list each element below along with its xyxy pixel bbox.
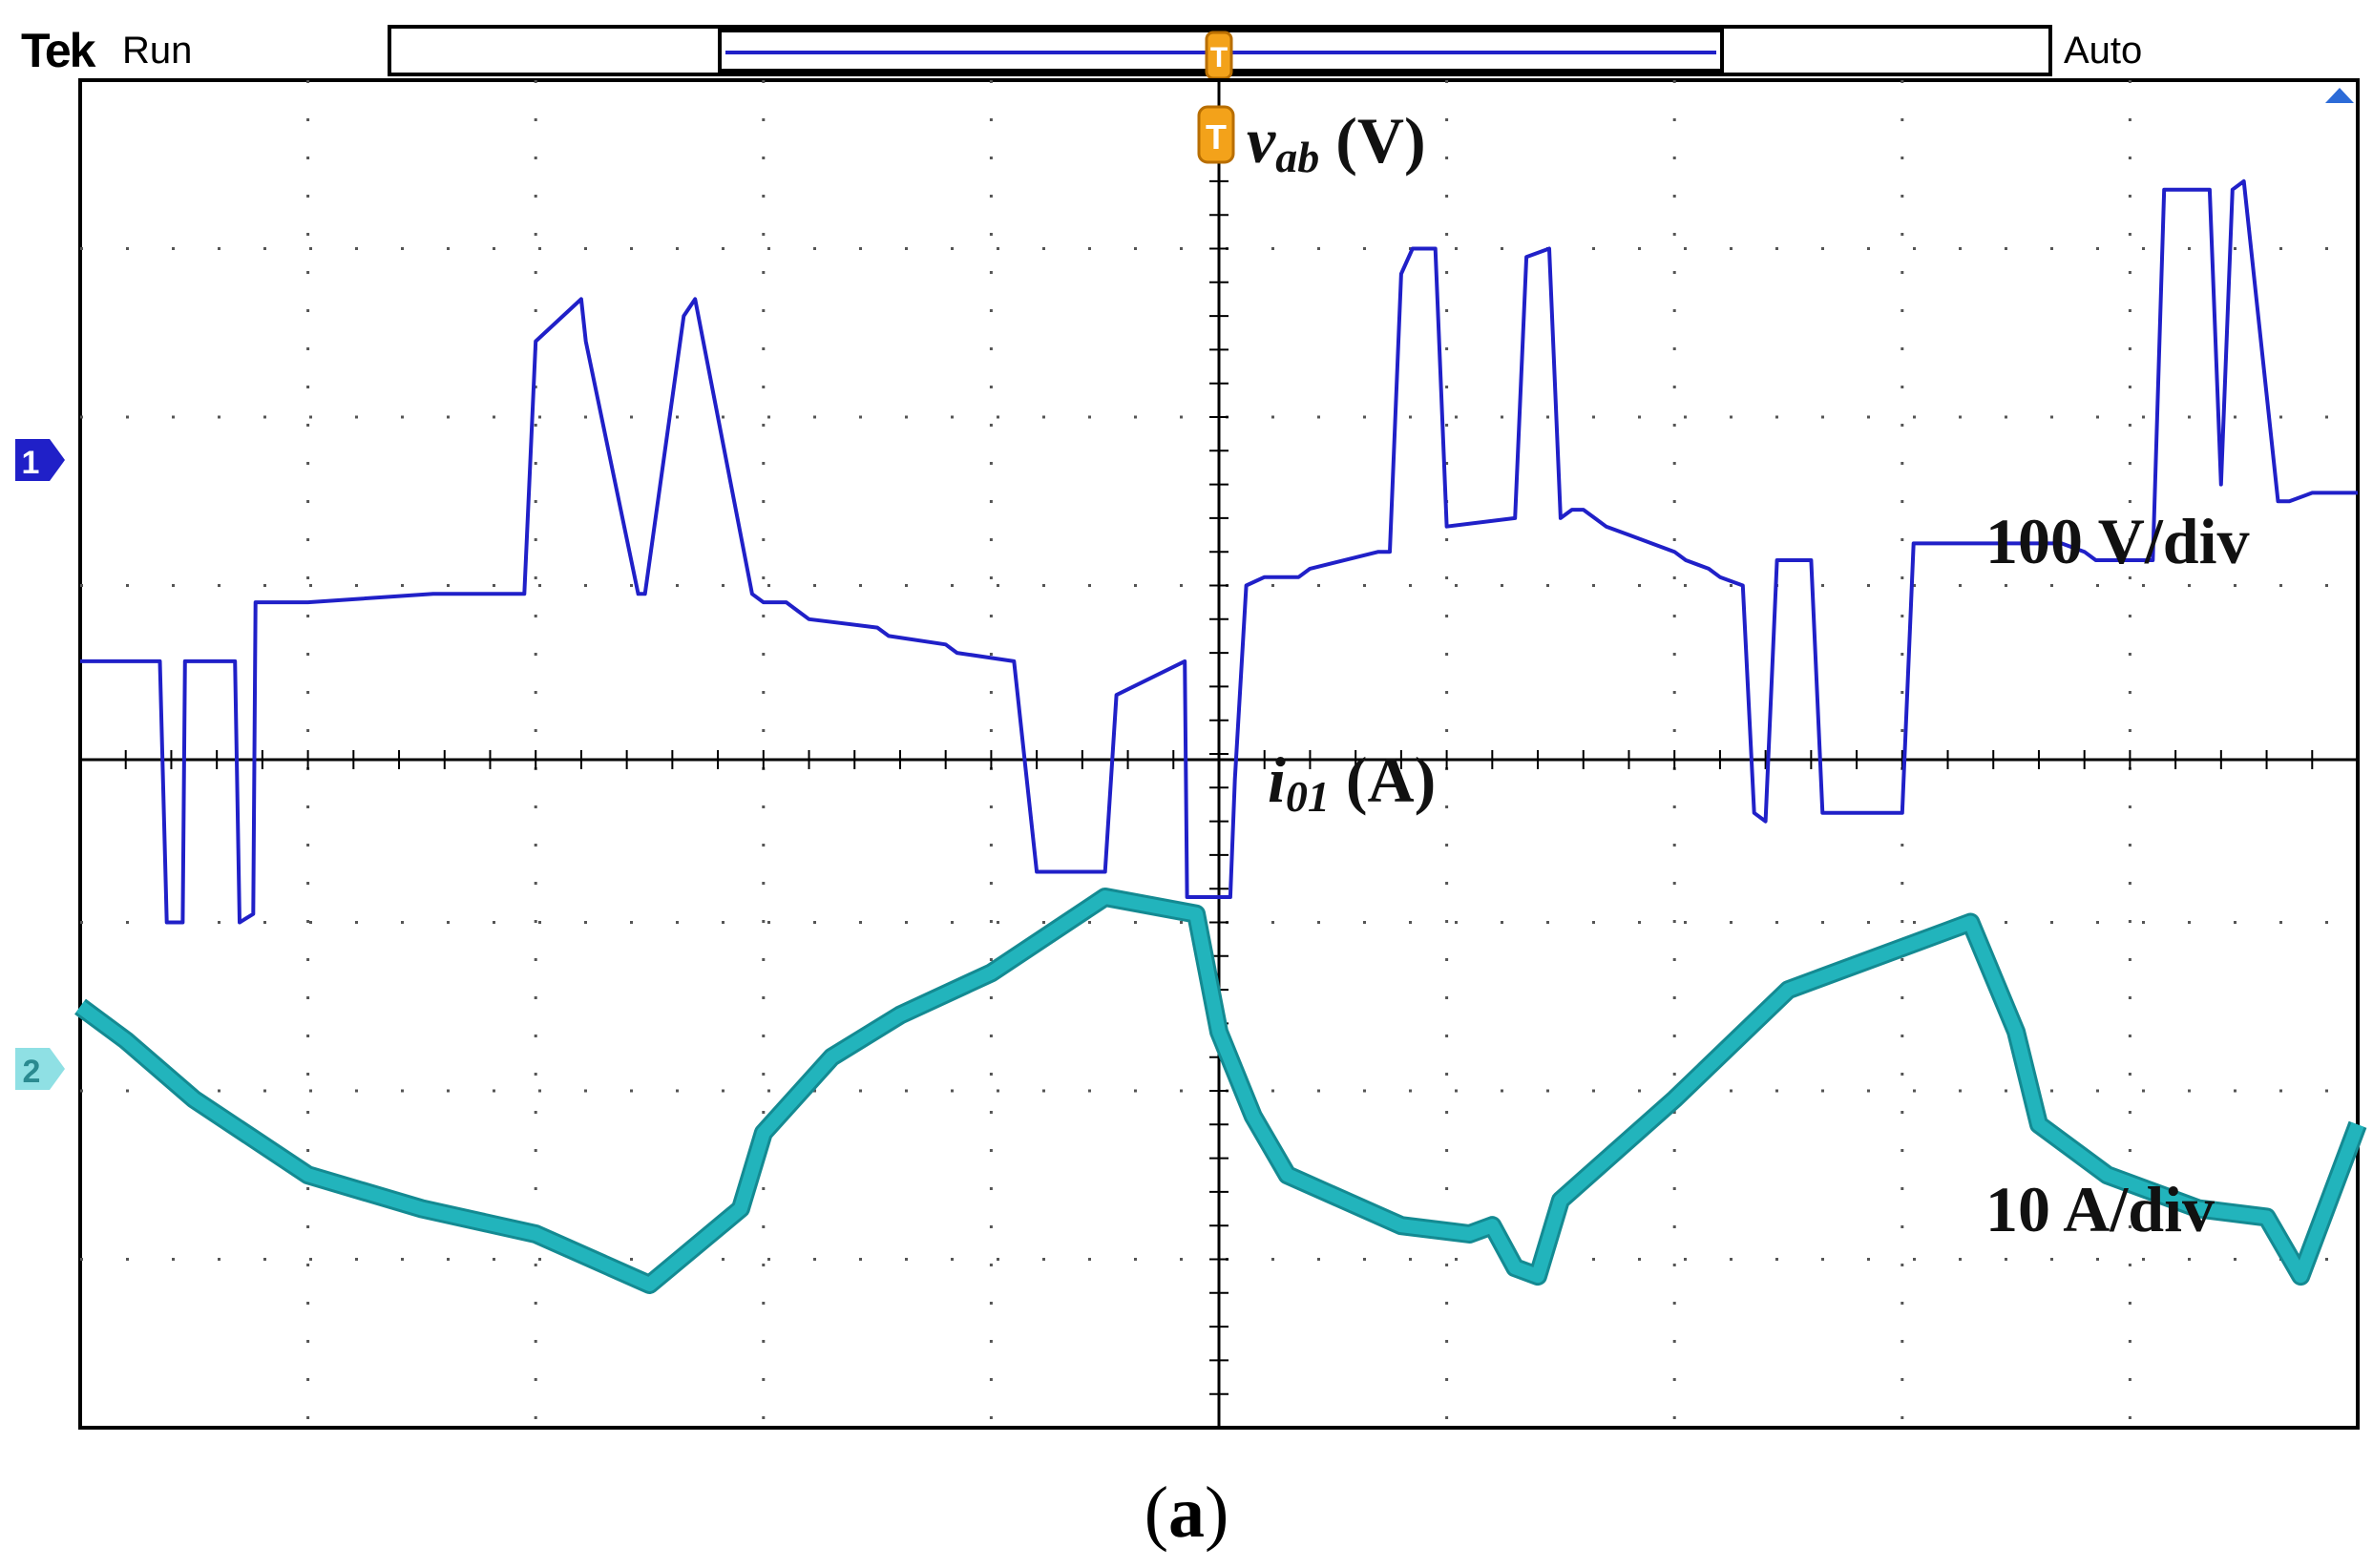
vab-label-main: v [1247,104,1276,177]
ch1-scale-label: 100 V/div [1985,505,2249,577]
i01-trace [75,890,2364,1291]
figure-caption: (a) [1144,1473,1229,1553]
i01-label: i01 (A) [1268,743,1436,821]
brand-label: Tek [21,24,96,77]
vab-label: vab (V) [1247,104,1426,181]
trigger-level-icon: T [1197,105,1235,164]
channel-1-marker: 1 [15,439,65,481]
ch2-scale-label: 10 A/div [1985,1173,2215,1245]
i01-label-unit: (A) [1330,743,1436,816]
vab-trace [80,178,2358,925]
vab-label-sub: ab [1275,133,1319,181]
channel-2-marker-label: 2 [23,1054,41,1090]
caption-open: ( [1144,1473,1168,1553]
i01-label-main: i [1268,743,1286,816]
run-state-label: Run [122,30,192,72]
horizontal-position-arrow-icon [2325,88,2354,103]
trigger-level-glyph: T [1206,117,1227,157]
waveforms [74,178,2367,1294]
trigger-mode-label: Auto [2064,30,2142,72]
i01-label-sub: 01 [1286,772,1330,821]
caption-letter: a [1168,1473,1205,1553]
channel-1-marker-label: 1 [22,445,40,481]
vab-label-unit: (V) [1319,104,1425,177]
scope-header: Tek Run Auto T [21,24,2142,94]
channel-2-marker: 2 [15,1048,65,1090]
caption-close: ) [1205,1473,1228,1553]
trigger-position-glyph: T [1210,42,1228,73]
